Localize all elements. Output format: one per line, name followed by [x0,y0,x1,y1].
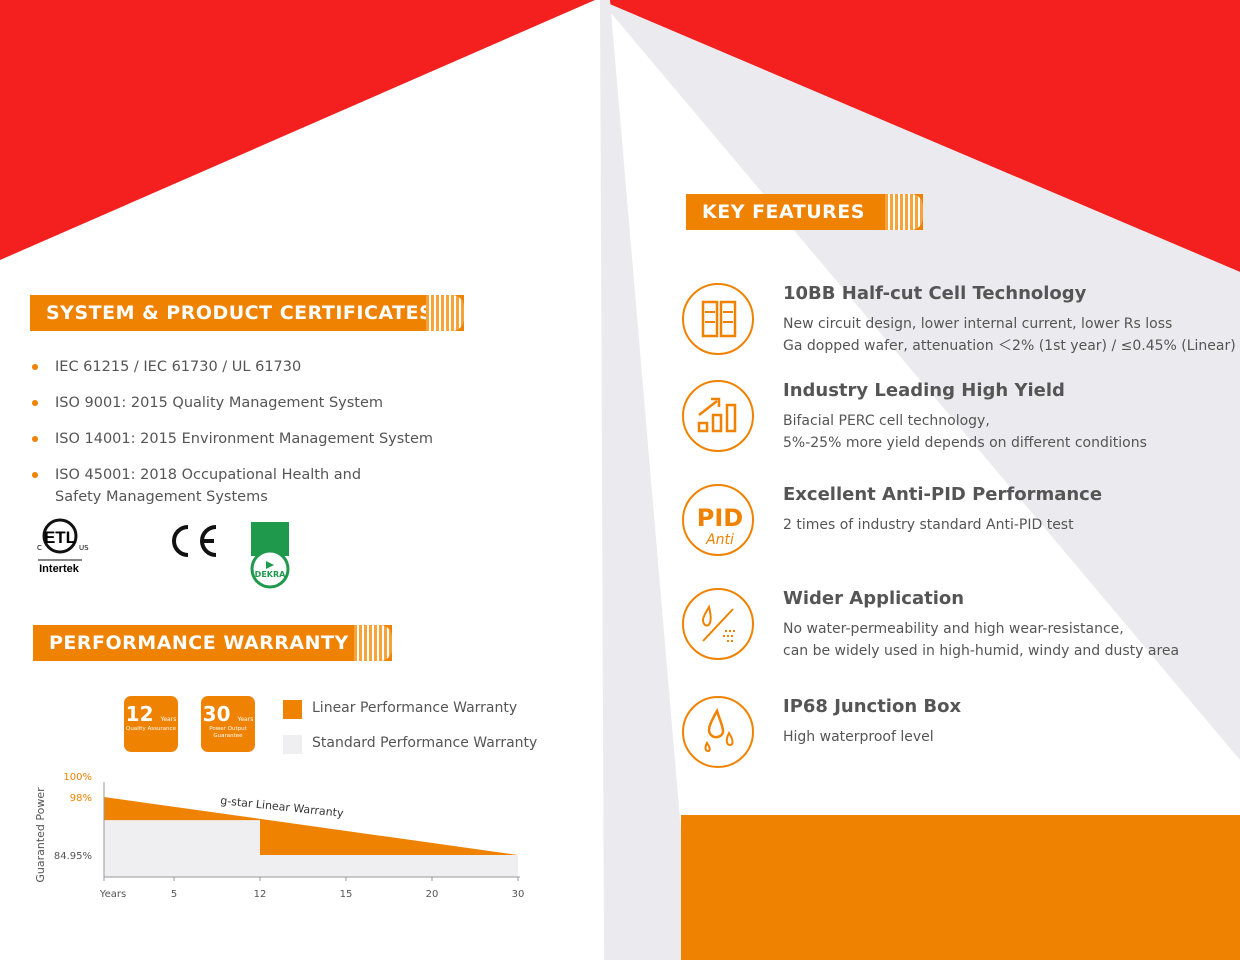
feature-title: 10BB Half-cut Cell Technology [783,283,1087,304]
feature-line: High waterproof level [783,729,934,745]
header-stripes [426,295,464,331]
standard-warranty-area [104,820,518,877]
x-tick-label: 5 [171,889,177,900]
feature-title: Industry Leading High Yield [783,380,1065,401]
badge-unit: Years [237,716,254,723]
badge-caption: Power Output Guarantee [209,726,247,739]
legend-swatch [283,700,302,719]
water-drop-icon [704,707,734,753]
svg-text:PID: PID [697,504,743,532]
cert-item: ISO 14001: 2015 Environment Management S… [32,428,433,450]
svg-text:US: US [79,544,89,552]
legend-label: Linear Performance Warranty [312,700,518,716]
feature-description: 2 times of industry standard Anti-PID te… [783,514,1074,536]
svg-text:Anti: Anti [705,532,734,548]
feature-icon-circle [682,380,754,452]
header-stripes [885,194,923,230]
certificates-title: SYSTEM & PRODUCT CERTIFICATES [46,302,434,324]
badge-unit: Years [160,716,177,723]
feature-title: IP68 Junction Box [783,696,962,717]
certificates-list: IEC 61215 / IEC 61730 / UL 61730 ISO 900… [32,356,433,522]
features-title: KEY FEATURES [702,201,865,223]
svg-text:DEKRA: DEKRA [255,570,286,579]
feature-line: No water-permeability and high wear-resi… [783,621,1124,637]
feature-description: High waterproof level [783,726,934,748]
feature-title: Excellent Anti-PID Performance [783,484,1103,505]
feature-title: Wider Application [783,588,965,609]
feature-line: can be widely used in high-humid, windy … [783,643,1180,659]
legend-swatch [283,735,302,754]
header-stripes [354,625,392,661]
yield-chart-icon [697,397,737,433]
y-tick-label: 100% [63,772,92,783]
warranty-header: PERFORMANCE WARRANTY [33,625,392,661]
svg-text:Intertek: Intertek [39,563,80,575]
feature-line: 2 times of industry standard Anti-PID te… [783,517,1074,533]
feature-icon-circle: PID Anti [682,484,754,556]
feature-description: New circuit design, lower internal curre… [783,313,1236,357]
features-header: KEY FEATURES [686,194,923,230]
y-tick-label: 84.95% [54,851,92,862]
feature-icon-circle [682,588,754,660]
feature-icon-circle [682,696,754,768]
warranty-chart: Guaranted Power 100% 98% 84.95% Years 5 12 15 20… [34,772,525,900]
x-tick-label: Years [99,889,126,900]
feature-line: 5%-25% more yield depends on different c… [783,435,1147,451]
x-tick-label: 20 [426,889,439,900]
ce-logo [172,525,217,557]
svg-text:ETL: ETL [44,528,76,547]
warranty-title: PERFORMANCE WARRANTY [49,632,349,654]
badge-caption: Quality Assurance [126,726,176,732]
svg-text:C: C [37,544,42,552]
legend-linear: Linear Performance Warranty [283,700,518,719]
feature-description: No water-permeability and high wear-resi… [783,618,1179,662]
cert-item: IEC 61215 / IEC 61730 / UL 61730 [32,356,433,378]
feature-line: Bifacial PERC cell technology, [783,413,990,429]
y-axis-label: Guaranted Power [34,787,47,883]
feature-description: Bifacial PERC cell technology, 5%-25% mor… [783,410,1147,454]
half-cut-cell-icon [701,300,737,338]
certificates-header: SYSTEM & PRODUCT CERTIFICATES [30,295,464,331]
cert-item: ISO 45001: 2018 Occupational Health and … [32,464,392,508]
legend-standard: Standard Performance Warranty [283,735,538,754]
badge-quality: 12 Years Quality Assurance [124,696,178,752]
badge-number: 30 [202,702,231,726]
x-tick-label: 15 [340,889,353,900]
badge-power: 30 Years Power Output Guarantee [201,696,255,752]
feature-line: Ga dopped wafer, attenuation ＜2% (1st ye… [783,338,1236,354]
intertek-etl-logo: ETL C US Intertek [37,518,89,575]
water-wind-icon [701,604,735,642]
dekra-logo: DEKRA [250,522,290,589]
badge-number: 12 [125,702,154,726]
cert-item: ISO 9001: 2015 Quality Management System [32,392,433,414]
legend-label: Standard Performance Warranty [312,735,538,751]
x-tick-label: 30 [512,889,525,900]
feature-line: New circuit design, lower internal curre… [783,316,1173,332]
y-tick-label: 98% [70,793,92,804]
feature-icon-circle [682,283,754,355]
x-tick-label: 12 [254,889,267,900]
